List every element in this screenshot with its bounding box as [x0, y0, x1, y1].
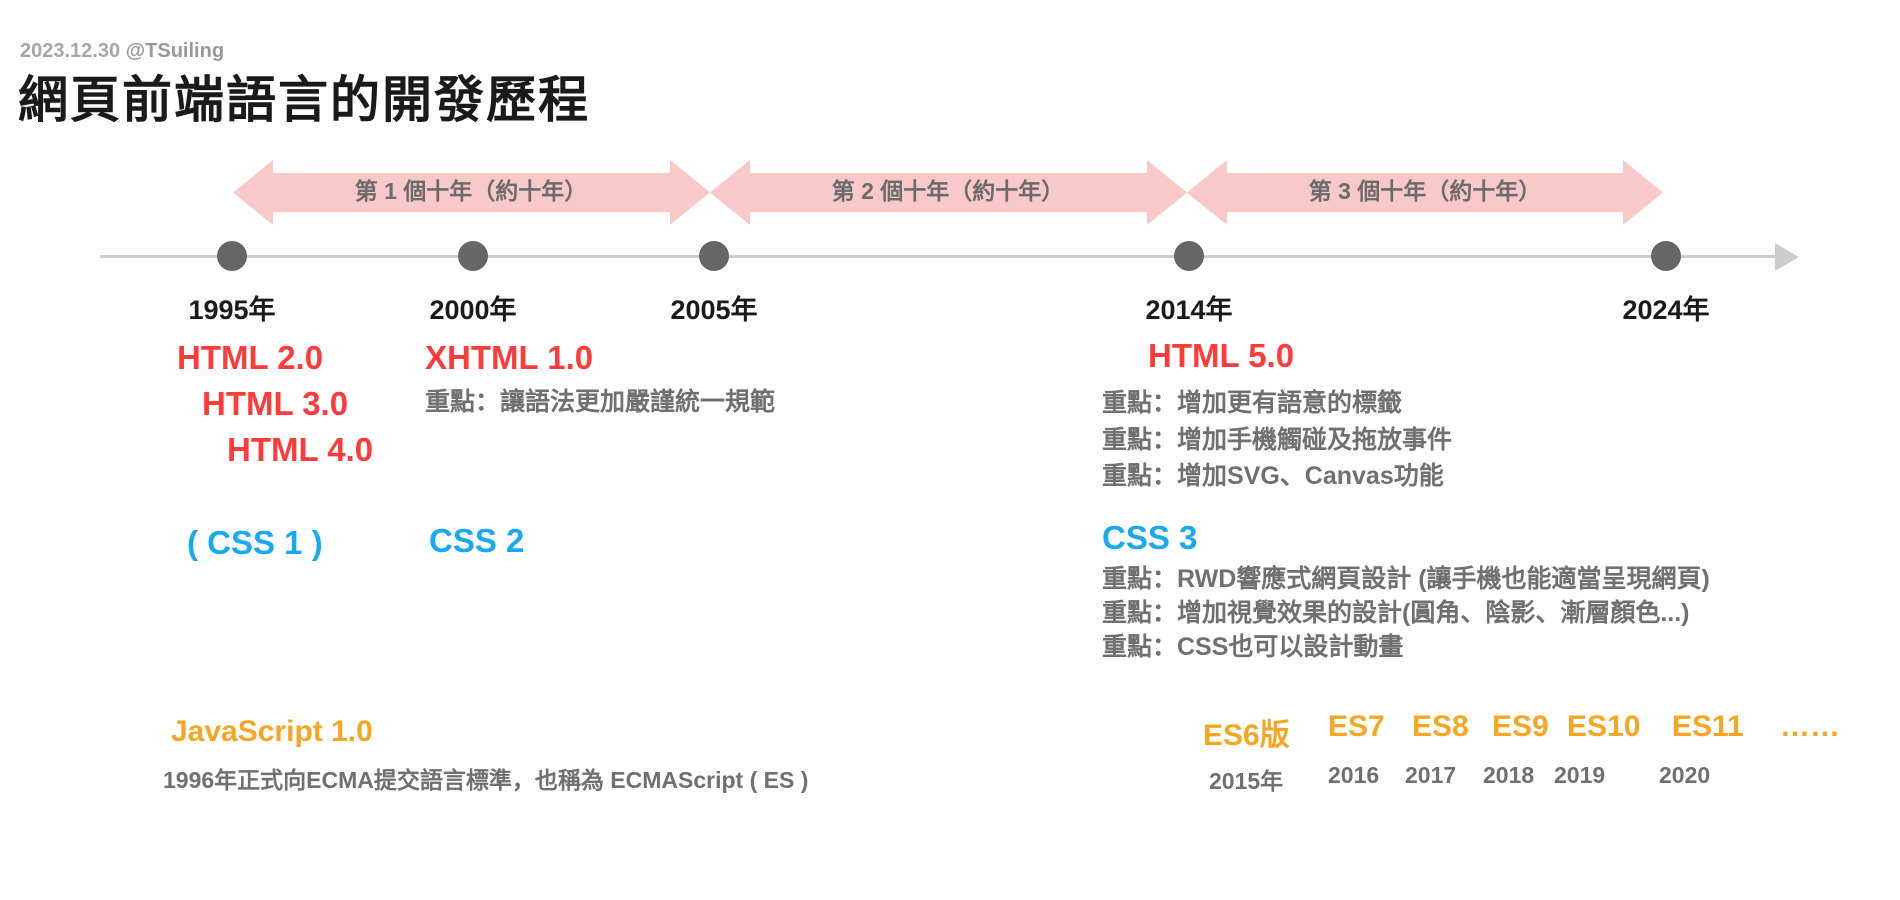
svg-text:第 1 個十年（約十年）: 第 1 個十年（約十年）	[355, 178, 588, 204]
svg-text:第 2 個十年（約十年）: 第 2 個十年（約十年）	[832, 178, 1065, 204]
svg-text:第 3 個十年（約十年）: 第 3 個十年（約十年）	[1309, 178, 1542, 204]
